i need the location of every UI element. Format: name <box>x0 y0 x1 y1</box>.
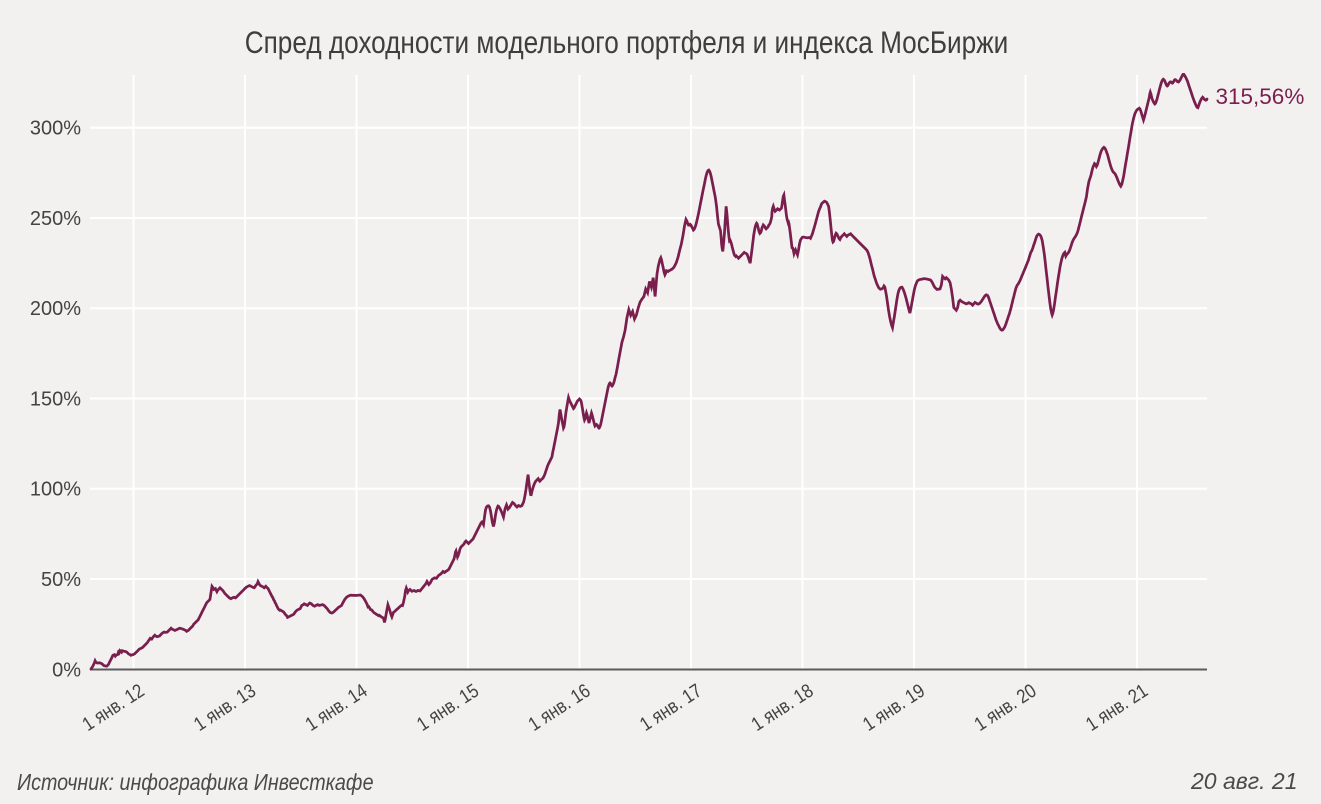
svg-text:0%: 0% <box>52 659 81 681</box>
svg-text:200%: 200% <box>30 298 81 320</box>
svg-text:100%: 100% <box>30 479 81 501</box>
svg-text:50%: 50% <box>41 569 81 591</box>
svg-text:250%: 250% <box>30 208 81 230</box>
svg-text:Спред доходности модельного по: Спред доходности модельного портфеля и и… <box>245 26 1009 61</box>
svg-text:Источник: инфографика Инвестка: Источник: инфографика Инвесткафе <box>17 770 374 796</box>
svg-text:20 авг. 21: 20 авг. 21 <box>1190 768 1297 794</box>
svg-text:300%: 300% <box>30 118 81 140</box>
svg-text:150%: 150% <box>30 388 81 410</box>
svg-text:315,56%: 315,56% <box>1216 84 1305 109</box>
